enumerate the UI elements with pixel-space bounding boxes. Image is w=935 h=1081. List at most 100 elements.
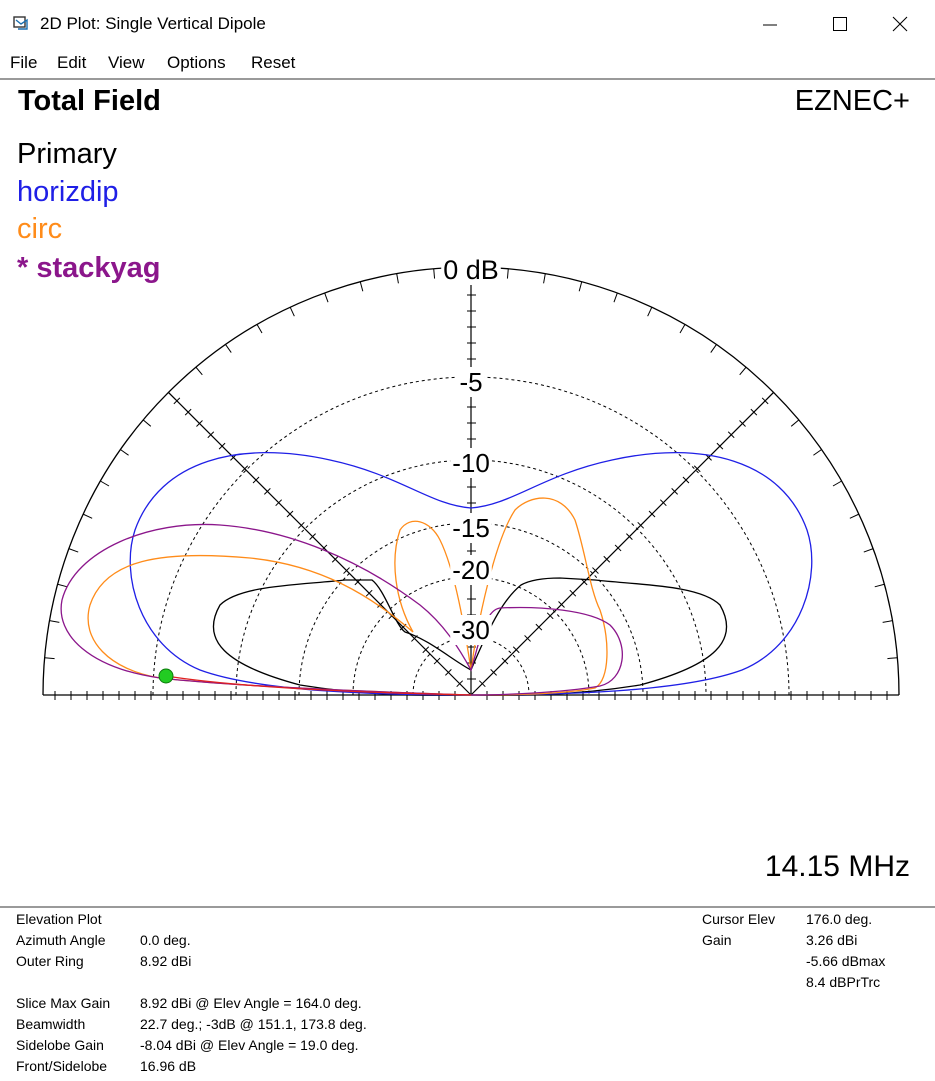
info-panel: Elevation Plot Azimuth Angle 0.0 deg. Ou… [0, 906, 935, 1081]
axis-tick [501, 657, 509, 665]
axis-tick [377, 601, 384, 608]
info-label: Cursor Elev [702, 911, 776, 927]
ring-tick [790, 419, 800, 427]
ring-tick [813, 449, 822, 456]
info-label: Elevation Plot [16, 911, 102, 927]
ring-tick [506, 268, 509, 279]
info-value: 8.92 dBi [140, 953, 192, 969]
info-label: Beamwidth [16, 1016, 86, 1032]
plot-area[interactable]: 0 dB -5 -10 -15 -20 -30 Total Field EZNEC+ Pr… [0, 78, 935, 906]
inner-ring [352, 576, 590, 696]
info-label: Slice Max Gain [16, 995, 111, 1011]
ring-tick [543, 273, 546, 284]
polar-plot[interactable]: 0 dB -5 -10 -15 -20 -30 [0, 80, 935, 906]
ring-tick [578, 281, 583, 292]
axis-tick [456, 680, 464, 688]
ring-tick [849, 513, 860, 519]
axis-tick [218, 442, 226, 450]
ring-tick [142, 419, 152, 427]
info-label: Azimuth Angle [16, 932, 106, 948]
axis-tick [626, 533, 633, 540]
maximize-button[interactable] [805, 0, 875, 48]
menu-options[interactable]: Options [167, 53, 226, 72]
ring-label: -20 [452, 555, 490, 585]
ring-tick [324, 292, 329, 303]
axis-tick [693, 465, 701, 473]
axis-tick [490, 669, 497, 676]
ring-tick [256, 324, 263, 334]
ring-label-bg [457, 367, 485, 397]
axis-tick [309, 533, 316, 540]
ring-tick [613, 292, 618, 303]
axis-tick [512, 646, 520, 654]
info-value: -8.04 dBi @ Elev Angle = 19.0 deg. [140, 1037, 359, 1053]
info-label: Front/Sidelobe [16, 1058, 108, 1074]
axis-tick [388, 612, 396, 620]
axis-tick [558, 601, 565, 608]
plot-title: Total Field [18, 85, 161, 117]
axis-tick [365, 589, 373, 597]
axis-tick [614, 544, 622, 552]
ring-tick [82, 513, 93, 519]
axis-tick [263, 487, 271, 495]
menu-edit[interactable]: Edit [57, 53, 87, 72]
info-value: 8.92 dBi @ Elev Angle = 164.0 deg. [140, 995, 362, 1011]
ring-tick [766, 392, 774, 400]
legend-circ: circ [17, 213, 63, 245]
axis-tick [761, 397, 769, 405]
axis-tick [297, 521, 305, 529]
axis-tick [682, 476, 690, 484]
ring-label: -10 [452, 448, 490, 478]
legend-primary: Primary [17, 138, 117, 170]
ring-tick [679, 324, 686, 334]
axis-tick [659, 499, 667, 507]
trace-stackyag [60, 523, 623, 696]
menu-file[interactable]: File [10, 53, 38, 72]
ring-tick [396, 273, 399, 284]
axis-tick [433, 657, 441, 665]
info-value: 22.7 deg.; -3dB @ 151.1, 173.8 deg. [140, 1016, 367, 1032]
axis-tick [648, 510, 656, 518]
trace-circ [87, 497, 608, 696]
info-label: Sidelobe Gain [16, 1037, 104, 1053]
axis-tick [275, 499, 283, 507]
legend-stackyag: * stackyag [17, 252, 161, 284]
ring-tick [433, 268, 436, 279]
axis-tick [207, 431, 215, 439]
frequency-label: 14.15 MHz [764, 850, 910, 883]
ring-tick [68, 548, 79, 553]
axis-tick [535, 623, 543, 631]
brand-label: EZNEC+ [794, 85, 910, 117]
minimize-icon [763, 24, 777, 26]
ring-label-bg [450, 555, 492, 585]
axis-tick [739, 420, 746, 427]
axis-tick [184, 408, 192, 416]
axis-tick [241, 465, 249, 473]
ring-tick [57, 583, 68, 588]
ring-tick [863, 548, 874, 553]
ring-tick [49, 620, 60, 623]
ring-tick [832, 480, 842, 487]
ring-tick [44, 657, 55, 660]
ring-label-bg [450, 513, 492, 543]
app-icon [13, 16, 28, 30]
ring-tick [289, 306, 295, 317]
ring-tick [168, 392, 176, 400]
minimize-button[interactable] [735, 0, 805, 48]
close-button[interactable] [865, 0, 935, 48]
ring-label: -30 [452, 615, 490, 645]
info-value: 176.0 deg. [806, 911, 873, 927]
info-label: Gain [702, 932, 732, 948]
diagonal-axis [167, 391, 472, 696]
info-value: 3.26 dBi [806, 932, 858, 948]
ring-label: 0 dB [443, 255, 499, 285]
axis-tick [716, 442, 724, 450]
close-icon [892, 16, 908, 32]
axis-tick [331, 555, 339, 563]
ring-tick [195, 366, 203, 376]
ring-tick [359, 281, 364, 292]
axis-tick [750, 408, 758, 416]
menu-view[interactable]: View [108, 53, 145, 72]
menu-reset[interactable]: Reset [251, 53, 296, 72]
ring-tick [100, 480, 110, 487]
